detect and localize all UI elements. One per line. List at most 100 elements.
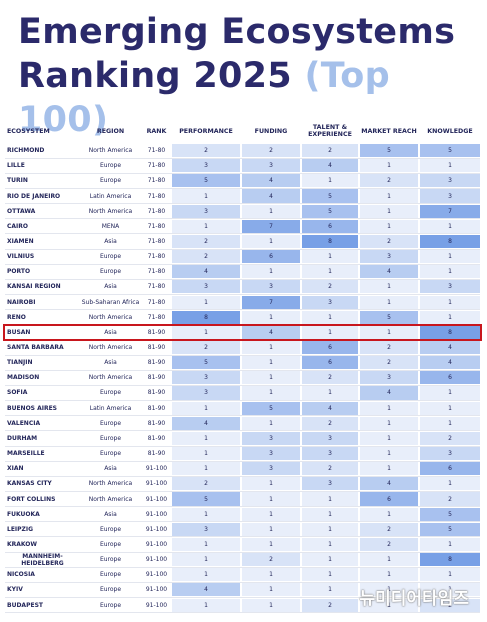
score-cell: 1 xyxy=(360,416,418,430)
score-cell: 4 xyxy=(242,174,300,188)
row-rule xyxy=(5,506,480,508)
score-cell: 3 xyxy=(420,189,480,203)
score-cell: 1 xyxy=(360,507,418,521)
score-cell: 1 xyxy=(242,310,300,324)
score-cell: 6 xyxy=(420,371,480,385)
region: North America xyxy=(88,344,133,351)
score-cell: 1 xyxy=(420,477,480,491)
score-cell: 3 xyxy=(420,280,480,294)
score-cell: 1 xyxy=(172,462,240,476)
rank: 71-80 xyxy=(147,268,166,276)
rank: 71-80 xyxy=(147,192,166,200)
rank: 71-80 xyxy=(147,147,166,155)
score-cell: 1 xyxy=(242,416,300,430)
score-cell: 3 xyxy=(360,371,418,385)
ecosystem: VILNIUS xyxy=(7,253,35,261)
ecosystem: MANNHEIM-HEIDELBERG xyxy=(21,552,64,567)
region: Sub-Saharan Africa xyxy=(81,298,140,306)
region: Europe xyxy=(99,177,122,185)
score-cell: 2 xyxy=(302,144,358,158)
ecosystem: KYIV xyxy=(7,586,23,594)
ecosystem: TIANJIN xyxy=(7,359,33,367)
ecosystem: CAIRO xyxy=(7,222,28,230)
score-cell: 2 xyxy=(242,144,300,158)
score-cell: 1 xyxy=(302,507,358,521)
score-cell: 2 xyxy=(172,477,240,491)
ecosystem: TURIN xyxy=(7,177,28,185)
score-cell: 2 xyxy=(420,598,480,612)
region: Europe xyxy=(99,389,122,397)
row-rule xyxy=(5,430,480,432)
row-rule xyxy=(5,309,480,311)
ecosystem: XIAMEN xyxy=(7,237,34,245)
score-cell: 1 xyxy=(420,583,480,597)
score-cell: 5 xyxy=(242,401,300,415)
score-cell: 3 xyxy=(302,295,358,309)
score-cell: 5 xyxy=(420,507,480,521)
score-cell: 3 xyxy=(302,447,358,461)
ecosystem: MADISON xyxy=(7,374,40,382)
score-cell: 1 xyxy=(302,537,358,552)
score-cell: 1 xyxy=(172,189,240,203)
score-cell: 1 xyxy=(302,174,358,188)
score-cell: 4 xyxy=(302,401,358,415)
column-header: PERFORMANCE xyxy=(179,127,233,135)
rank: 71-80 xyxy=(147,237,166,245)
region: North America xyxy=(88,480,133,488)
score-cell: 1 xyxy=(172,598,240,612)
score-cell: 2 xyxy=(360,537,418,552)
ecosystem: BUENOS AIRES xyxy=(7,404,57,412)
score-cell: 5 xyxy=(420,522,480,536)
ecosystem: NAIROBI xyxy=(7,298,36,306)
score-cell: 1 xyxy=(172,553,240,567)
score-cell: 8 xyxy=(420,325,480,339)
score-cell: 1 xyxy=(242,371,300,385)
score-cell: 1 xyxy=(360,447,418,461)
row-rule xyxy=(5,218,480,220)
score-cell: 3 xyxy=(172,204,240,218)
row-rule xyxy=(5,597,480,598)
ecosystem: SANTA BARBARA xyxy=(7,344,64,351)
score-cell: 1 xyxy=(302,492,358,506)
score-cell: 4 xyxy=(360,265,418,279)
rank: 91-100 xyxy=(145,495,168,503)
score-cell: 1 xyxy=(360,189,418,203)
score-cell: 1 xyxy=(360,583,418,597)
score-cell: 1 xyxy=(420,537,480,552)
row-rule xyxy=(5,460,480,462)
score-cell: 4 xyxy=(172,265,240,279)
score-cell: 4 xyxy=(420,340,480,355)
ecosystem: PORTO xyxy=(7,268,31,276)
score-cell: 8 xyxy=(172,310,240,324)
score-cell: 1 xyxy=(172,431,240,445)
score-cell: 2 xyxy=(302,416,358,430)
score-cell: 4 xyxy=(242,325,300,339)
score-cell: 2 xyxy=(302,280,358,294)
column-header: RANK xyxy=(146,127,167,135)
score-cell: 4 xyxy=(360,386,418,400)
score-cell: 1 xyxy=(420,416,480,430)
row-rule xyxy=(5,263,480,265)
ecosystem: MARSEILLE xyxy=(7,450,45,458)
score-cell: 1 xyxy=(242,492,300,506)
ecosystem: BUSAN xyxy=(7,328,31,336)
rank: 91-100 xyxy=(145,571,168,579)
ecosystem: KRAKOW xyxy=(7,540,38,548)
score-cell: 6 xyxy=(302,340,358,355)
score-cell: 1 xyxy=(172,537,240,552)
region: Europe xyxy=(99,419,122,427)
score-cell: 3 xyxy=(420,174,480,188)
score-cell: 3 xyxy=(172,386,240,400)
score-cell: 2 xyxy=(360,340,418,355)
rank: 71-80 xyxy=(147,253,166,261)
score-cell: 1 xyxy=(172,325,240,339)
region: Europe xyxy=(99,450,122,458)
score-cell: 3 xyxy=(302,431,358,445)
score-cell: 1 xyxy=(360,568,418,582)
score-cell: 1 xyxy=(360,598,418,612)
score-cell: 2 xyxy=(172,250,240,264)
score-cell: 8 xyxy=(420,553,480,567)
score-cell: 1 xyxy=(302,265,358,279)
ecosystem: XIAN xyxy=(7,465,24,473)
score-cell: 3 xyxy=(242,431,300,445)
